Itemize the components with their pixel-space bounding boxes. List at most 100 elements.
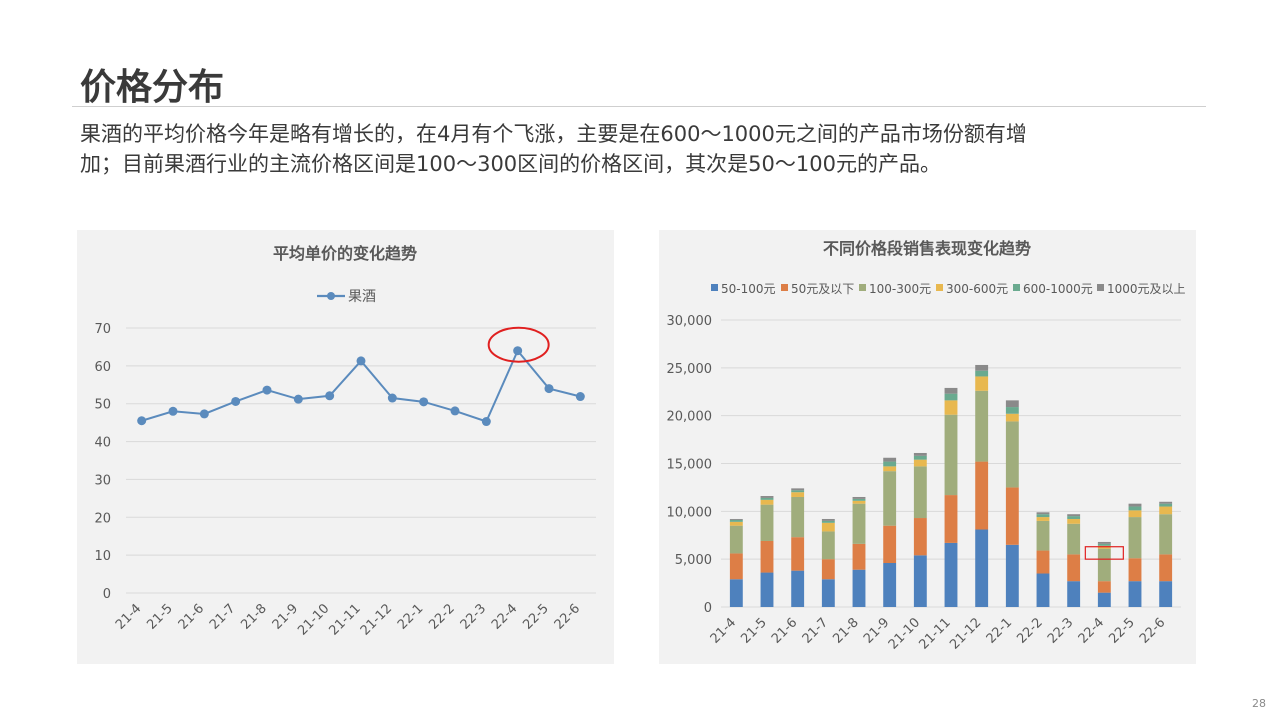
bar-segment — [975, 529, 989, 607]
bar-segment — [944, 542, 958, 607]
bar-segment — [1005, 400, 1019, 408]
x-tick-label: 21-8 — [830, 615, 861, 646]
bar-segment — [852, 503, 866, 544]
x-tick-label: 22-3 — [458, 601, 489, 632]
bar-segment — [944, 400, 958, 415]
chart-title: 平均单价的变化趋势 — [273, 244, 417, 263]
x-tick-label: 21-11 — [327, 601, 364, 638]
data-point — [419, 397, 429, 407]
bar-segment — [1159, 514, 1173, 555]
x-tick-label: 22-1 — [984, 615, 1015, 646]
bar-segment — [1128, 503, 1142, 507]
bar-segment — [1159, 581, 1173, 607]
bar-segment — [975, 390, 989, 462]
legend-swatch — [936, 284, 943, 291]
y-tick-label: 40 — [94, 436, 111, 451]
bar-segment — [1097, 592, 1111, 607]
x-tick-label: 22-6 — [1137, 615, 1168, 646]
bar-segment — [729, 579, 743, 607]
bar-segment — [821, 559, 835, 580]
x-tick-label: 21-7 — [800, 615, 831, 646]
y-tick-label: 0 — [103, 587, 111, 602]
legend-swatch — [1013, 284, 1020, 291]
stacked-bar-chart: 不同价格段销售表现变化趋势 50-100元 50元及以下 100-300元 300-60… — [667, 239, 1186, 653]
legend-label: 300-600元 — [946, 282, 1008, 296]
y-tick-label: 10 — [94, 549, 111, 564]
legend-label: 600-1000元 — [1023, 282, 1093, 296]
data-point — [199, 409, 209, 419]
bar-segment — [760, 499, 774, 505]
legend-label: 50元及以下 — [791, 282, 854, 296]
bar-segment — [1159, 554, 1173, 582]
y-tick-label: 30 — [94, 473, 111, 488]
bar-segment — [1036, 573, 1050, 607]
data-point — [168, 406, 178, 416]
bar-segment — [1097, 541, 1111, 544]
bar-segment — [852, 498, 866, 501]
y-tick-label: 0 — [704, 601, 712, 616]
bar-segment — [944, 393, 958, 401]
x-tick-label: 22-1 — [395, 601, 426, 632]
bar-segment — [913, 555, 927, 607]
bar-segment — [1036, 520, 1050, 551]
bar-segment — [791, 537, 805, 571]
bar-segment — [1067, 581, 1081, 607]
highlight-ellipse — [487, 326, 550, 363]
bar-segment — [944, 495, 958, 543]
bar-segment — [1036, 512, 1050, 515]
bar-segment — [883, 461, 897, 467]
x-tick-label: 22-5 — [1106, 615, 1137, 646]
x-tick-label: 22-2 — [426, 601, 457, 632]
x-tick-label: 21-5 — [738, 615, 769, 646]
description: 果酒的平均价格今年是略有增长的，在4月有个飞涨，主要是在600～1000元之间的… — [80, 119, 1200, 179]
data-point — [137, 416, 147, 426]
bar-segment — [913, 459, 927, 467]
x-tick-label: 21-6 — [176, 601, 207, 632]
bar-segment — [791, 488, 805, 491]
bar-segment — [1128, 517, 1142, 559]
bar-segment — [1128, 510, 1142, 518]
bar-segment — [1128, 506, 1142, 511]
chart-title: 不同价格段销售表现变化趋势 — [823, 239, 1031, 258]
bar-segment — [883, 457, 897, 462]
legend-swatch — [781, 284, 788, 291]
bar-segment — [760, 504, 774, 541]
legend-swatch — [859, 284, 866, 291]
bar-segment — [729, 518, 743, 520]
bar-segment — [760, 496, 774, 498]
legend-swatch — [1097, 284, 1104, 291]
data-point — [325, 391, 335, 401]
x-tick-label: 21-8 — [238, 601, 269, 632]
legend-swatch — [711, 284, 718, 291]
x-tick-label: 21-10 — [886, 615, 923, 652]
bar-segment — [1036, 550, 1050, 574]
y-tick-label: 20 — [94, 511, 111, 526]
x-tick-label: 21-4 — [113, 601, 144, 632]
bar-segment — [1005, 413, 1019, 422]
legend-marker — [327, 292, 335, 300]
bar-segment — [913, 518, 927, 556]
bar-segment — [975, 376, 989, 391]
y-tick-label: 30,000 — [667, 314, 713, 329]
bar-segment — [975, 370, 989, 377]
bar-segment — [1128, 558, 1142, 582]
bar-segment — [975, 461, 989, 530]
bar-segment — [760, 497, 774, 500]
bar-segment — [1128, 581, 1142, 607]
data-point — [356, 356, 366, 366]
data-point — [293, 394, 303, 404]
bar-segment — [852, 500, 866, 504]
bar-segment — [1097, 581, 1111, 593]
bar-segment — [883, 466, 897, 472]
data-point — [262, 385, 272, 395]
y-tick-label: 5,000 — [675, 553, 712, 568]
y-tick-label: 60 — [94, 360, 111, 375]
description-line-2: 加；目前果酒行业的主流价格区间是100～300区间的价格区间，其次是50～100… — [80, 152, 941, 176]
y-tick-label: 25,000 — [667, 362, 713, 377]
bar-segment — [1097, 543, 1111, 546]
bar-segment — [821, 579, 835, 607]
bar-segment — [944, 414, 958, 496]
bar-segment — [883, 525, 897, 563]
bar-segment — [1159, 501, 1173, 504]
data-point — [450, 406, 460, 416]
